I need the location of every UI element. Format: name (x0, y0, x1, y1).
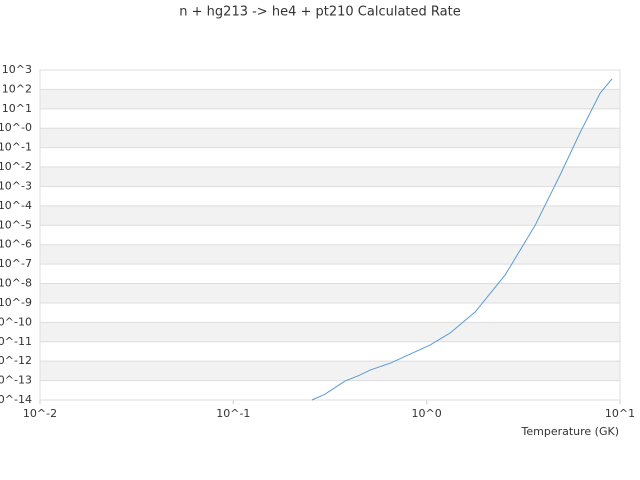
y-tick-label: 10^-14 (0, 393, 32, 406)
y-tick-label: 10^2 (2, 82, 32, 95)
x-tick-label: 10^0 (412, 407, 442, 420)
y-tick-label: 10^-1 (0, 141, 32, 154)
y-tick-label: 10^-6 (0, 238, 32, 251)
chart-title: n + hg213 -> he4 + pt210 Calculated Rate (179, 5, 460, 20)
grid-band (40, 205, 620, 226)
y-tick-label: 10^-9 (0, 296, 32, 309)
y-tick-label: 10^-3 (0, 179, 32, 192)
y-tick-label: 10^-0 (0, 121, 32, 134)
y-tick-label: 10^-11 (0, 335, 32, 348)
y-tick-label: 10^-2 (0, 160, 32, 173)
y-tick-label: 10^1 (2, 102, 32, 115)
grid-band (40, 361, 620, 381)
y-tick-label: 10^-4 (0, 199, 32, 212)
y-tick-label: 10^-10 (0, 315, 32, 328)
y-tick-label: 10^-8 (0, 277, 32, 290)
y-tick-label: 10^3 (2, 63, 32, 76)
grid-band (40, 128, 620, 148)
grid-band (40, 167, 620, 187)
data-line (311, 78, 613, 401)
y-tick-label: 10^-7 (0, 257, 32, 270)
y-tick-label: 10^-12 (0, 354, 32, 367)
x-axis-label: Temperature (GK) (521, 425, 620, 438)
y-tick-label: 10^-5 (0, 218, 32, 231)
grid-band (40, 283, 620, 303)
grid-band (40, 89, 620, 109)
x-tick-label: 10^-2 (23, 407, 57, 420)
grid-band (40, 244, 620, 265)
y-tick-label: 10^-13 (0, 374, 32, 387)
x-tick-label: 10^-1 (216, 407, 250, 420)
x-tick-label: 10^1 (605, 407, 635, 420)
plot-frame (39, 69, 621, 401)
grid-band (40, 322, 620, 342)
